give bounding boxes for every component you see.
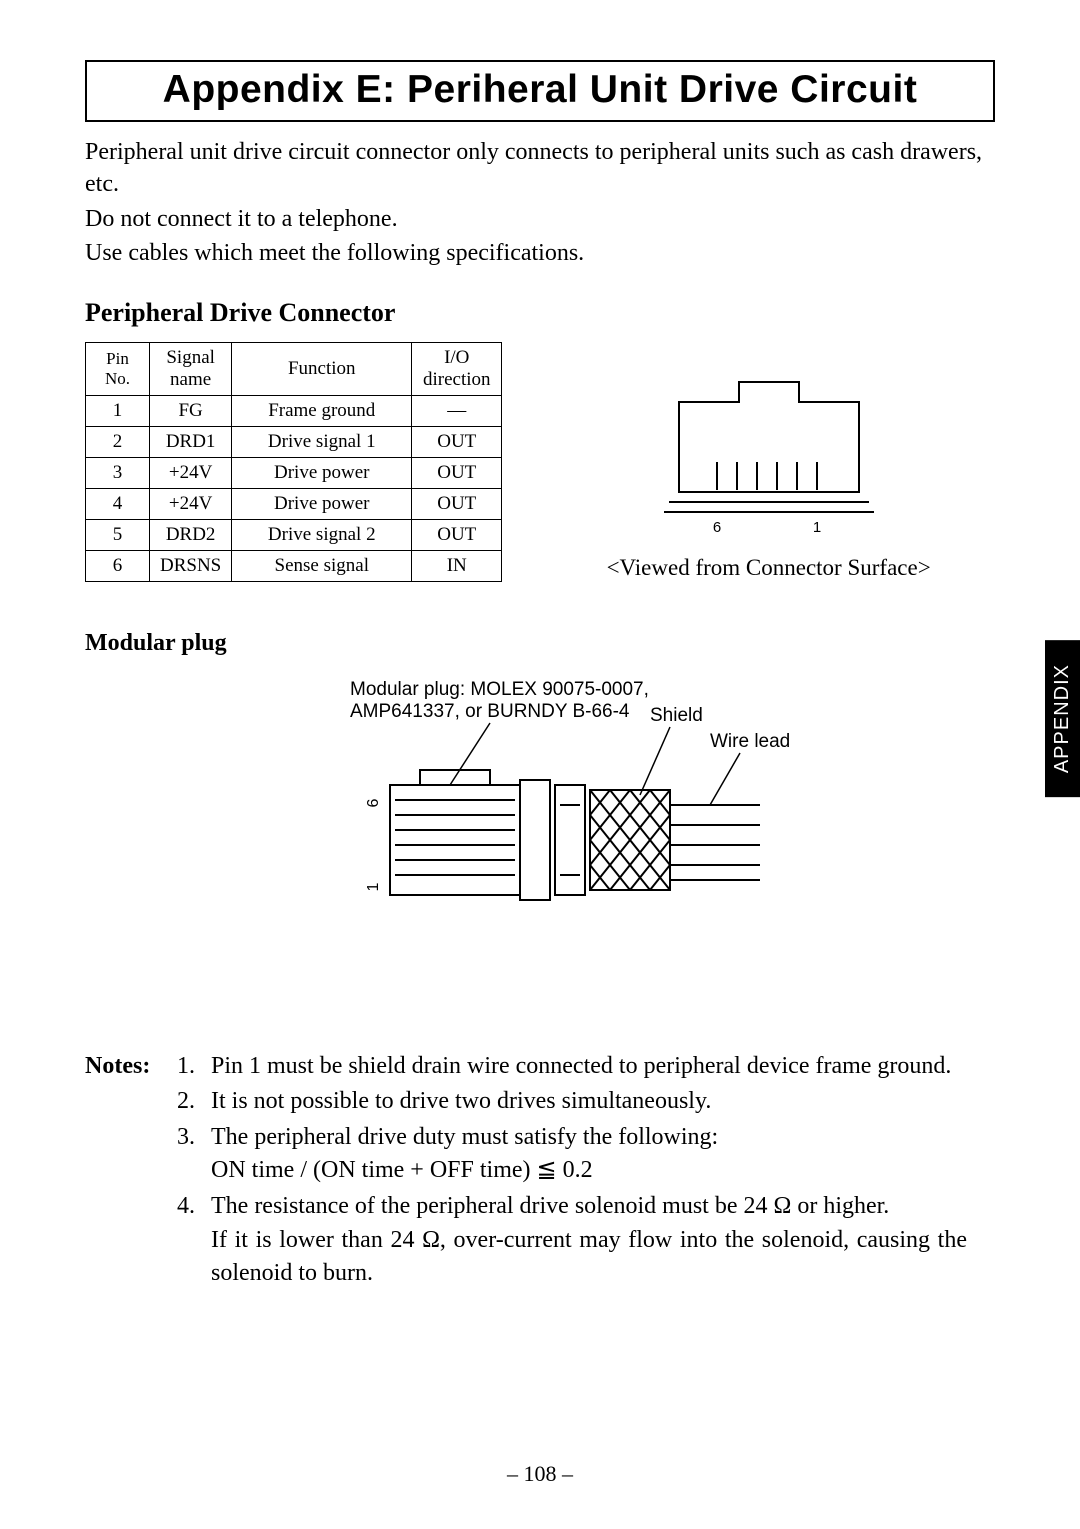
cell-signal: DRD1	[150, 426, 232, 457]
cell-function: Drive power	[232, 488, 412, 519]
cell-function: Drive signal 2	[232, 519, 412, 550]
note-text: Pin 1 must be shield drain wire connecte…	[211, 1050, 967, 1084]
note-item: 1. Pin 1 must be shield drain wire conne…	[177, 1050, 967, 1084]
page-title: Appendix E: Periheral Unit Drive Circuit	[87, 68, 993, 112]
note-item: 3. The peripheral drive duty must satisf…	[177, 1121, 967, 1188]
wire-lead-label: Wire lead	[710, 731, 790, 752]
intro-line-3: Use cables which meet the following spec…	[85, 237, 995, 269]
cell-signal: DRD2	[150, 519, 232, 550]
cell-io: OUT	[412, 457, 502, 488]
title-box: Appendix E: Periheral Unit Drive Circuit	[85, 60, 995, 122]
cell-signal: DRSNS	[150, 550, 232, 581]
note-item: 4. The resistance of the peripheral driv…	[177, 1190, 967, 1291]
table-row: 6 DRSNS Sense signal IN	[86, 550, 502, 581]
note-number: 1.	[177, 1050, 211, 1084]
cell-function: Drive signal 1	[232, 426, 412, 457]
page-number: – 108 –	[0, 1461, 1080, 1487]
modular-diagram-area: Modular plug: MOLEX 90075-0007, AMP64133…	[85, 675, 995, 940]
th-pin: Pin No.	[86, 342, 150, 395]
table-row: 5 DRD2 Drive signal 2 OUT	[86, 519, 502, 550]
cell-function: Sense signal	[232, 550, 412, 581]
cell-pin: 1	[86, 395, 150, 426]
table-row: 1 FG Frame ground —	[86, 395, 502, 426]
th-signal: Signal name	[150, 342, 232, 395]
cell-pin: 4	[86, 488, 150, 519]
note-text: It is not possible to drive two drives s…	[211, 1085, 967, 1119]
cell-signal: +24V	[150, 488, 232, 519]
connector-pin-1-label: 1	[812, 519, 820, 536]
connector-diagram-icon: 6 1	[639, 362, 899, 542]
connector-pin-6-label: 6	[712, 519, 720, 536]
note-text: The resistance of the peripheral drive s…	[211, 1190, 967, 1291]
notes-label: Notes:	[85, 1050, 171, 1084]
note-number: 2.	[177, 1085, 211, 1119]
table-row: 2 DRD1 Drive signal 1 OUT	[86, 426, 502, 457]
cell-pin: 5	[86, 519, 150, 550]
section-heading-connector: Peripheral Drive Connector	[85, 298, 995, 328]
intro-line-1: Peripheral unit drive circuit connector …	[85, 136, 995, 201]
modular-line2: AMP641337, or BURNDY B-66-4	[350, 701, 630, 722]
connector-diagram-area: 6 1 <Viewed from Connector Surface>	[542, 342, 995, 581]
th-function: Function	[232, 342, 412, 395]
table-row: 3 +24V Drive power OUT	[86, 457, 502, 488]
cell-pin: 2	[86, 426, 150, 457]
cell-function: Frame ground	[232, 395, 412, 426]
cell-signal: FG	[150, 395, 232, 426]
modular-pin-6: 6	[365, 798, 382, 807]
table-row: 4 +24V Drive power OUT	[86, 488, 502, 519]
intro-text: Peripheral unit drive circuit connector …	[85, 136, 995, 270]
note-number: 3.	[177, 1121, 211, 1188]
note-number: 4.	[177, 1190, 211, 1291]
intro-line-2: Do not connect it to a telephone.	[85, 203, 995, 235]
modular-pin-1: 1	[365, 882, 382, 891]
connector-caption: <Viewed from Connector Surface>	[542, 555, 995, 581]
section-heading-modular: Modular plug	[85, 630, 995, 657]
cell-io: OUT	[412, 488, 502, 519]
note-text: The peripheral drive duty must satisfy t…	[211, 1121, 967, 1188]
cell-signal: +24V	[150, 457, 232, 488]
cell-pin: 3	[86, 457, 150, 488]
cell-io: OUT	[412, 426, 502, 457]
shield-label: Shield	[650, 705, 703, 726]
appendix-side-tab: APPENDIX	[1045, 640, 1080, 797]
note-item: 2. It is not possible to drive two drive…	[177, 1085, 967, 1119]
modular-plug-diagram-icon: Modular plug: MOLEX 90075-0007, AMP64133…	[220, 675, 860, 935]
pin-table: Pin No. Signal name Function I/O directi…	[85, 342, 502, 582]
cell-io: —	[412, 395, 502, 426]
th-io: I/O direction	[412, 342, 502, 395]
cell-io: OUT	[412, 519, 502, 550]
notes-block: Notes: 1. Pin 1 must be shield drain wir…	[85, 1050, 995, 1293]
modular-line1: Modular plug: MOLEX 90075-0007,	[350, 679, 649, 700]
cell-pin: 6	[86, 550, 150, 581]
cell-io: IN	[412, 550, 502, 581]
cell-function: Drive power	[232, 457, 412, 488]
